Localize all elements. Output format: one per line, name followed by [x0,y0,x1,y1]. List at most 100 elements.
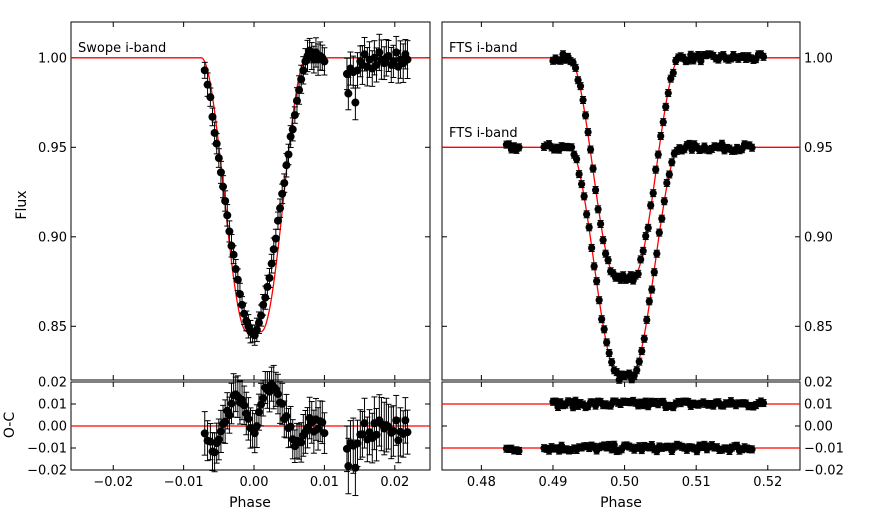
data-point [254,408,263,417]
y-tick-label: 0.90 [38,230,67,245]
data-point [320,57,329,66]
data-point [579,96,587,104]
data-point [652,166,660,174]
panel-swope-flux: 0.85 0.90 0.95 1.00 [38,21,431,381]
data-point [665,170,673,179]
fts-i-band-label-upper: FTS i-band [449,41,518,56]
data-point [633,366,641,374]
oc-axis-label: O-C [2,412,18,438]
data-point [200,66,209,75]
y-tick-label: 0.01 [804,398,833,413]
data-point [389,57,398,66]
data-point [642,232,650,240]
data-point [663,179,671,187]
data-point [653,250,661,258]
x-tick-label: −0.01 [164,475,204,490]
data-point [282,412,291,421]
y-tick-label: 0.85 [804,320,833,335]
data-point [342,444,351,453]
data-point [590,262,598,270]
data-point [286,132,295,141]
data-point [748,445,756,453]
panel-swope-residuals: −0.02 −0.01 0.00 0.01 0.02 −0.02 −0.01 0.00 0.01… [27,364,431,497]
y-tick-label: 0.95 [804,141,833,156]
data-point [600,325,608,333]
panel-fts-flux: 0.85 0.90 0.95 1.00 [441,21,833,384]
data-point [515,143,523,151]
data-point [602,250,610,258]
data-point [254,318,263,327]
data-point [655,229,663,237]
data-point [515,447,523,455]
data-point [567,143,576,151]
data-point [649,189,657,197]
data-point [318,418,327,427]
y-tick-label: 1.00 [38,51,67,66]
data-point [578,180,586,188]
data-point [759,399,768,407]
y-tick-label: 0.02 [38,376,67,391]
data-point [644,224,652,232]
x-tick-label: 0.49 [539,475,568,490]
data-point [585,223,593,231]
data-point [659,118,667,126]
data-point [297,438,306,447]
data-point [360,50,369,59]
data-point [658,215,666,223]
eclipse-model-curve [71,57,430,333]
data-point [261,293,270,302]
data-point [360,419,369,428]
data-point [276,204,285,213]
data-point [292,96,301,105]
data-point [759,53,768,61]
x-tick-label: 0.52 [753,475,782,490]
data-point [265,273,274,282]
data-point [238,300,247,309]
data-point [273,216,282,225]
data-point [219,182,228,191]
swope-i-band-label: Swope i-band [78,41,166,56]
data-point [584,128,592,136]
x-tick-label: 0.01 [310,475,339,490]
axes-frame [441,381,801,471]
data-point [647,201,655,209]
data-point [638,347,646,355]
data-point [351,463,360,472]
y-tick-label: 0.95 [38,141,67,156]
y-tick-label: 0.90 [804,230,833,245]
y-tick-label: −0.01 [804,442,844,457]
data-point [225,411,234,420]
data-point [375,48,384,57]
x-tick-label: 0.48 [467,475,496,490]
data-point [210,128,219,137]
data-point [372,430,381,439]
data-point [576,82,585,90]
y-tick-label: 0.00 [38,420,67,435]
data-point [571,64,580,72]
data-point [595,296,603,304]
data-point [748,144,756,152]
data-point [643,316,651,324]
x-tick-label: −0.02 [93,475,133,490]
data-point [605,349,613,357]
data-point [203,80,212,89]
data-point [221,197,230,205]
y-tick-label: 1.00 [804,51,833,66]
data-point [273,390,282,399]
axes-frame [70,21,431,381]
data-point [660,197,668,205]
y-tick-label: −0.02 [27,464,67,479]
data-point [252,325,261,334]
data-point [662,103,670,111]
data-point [637,255,645,263]
data-point [639,247,647,255]
fts-i-band-label-lower: FTS i-band [449,126,518,141]
data-point [634,270,642,278]
data-point [384,52,393,61]
data-point [648,285,656,294]
data-point [718,140,726,148]
axes-frame [441,21,801,381]
data-point [216,427,225,436]
data-point [259,300,268,309]
